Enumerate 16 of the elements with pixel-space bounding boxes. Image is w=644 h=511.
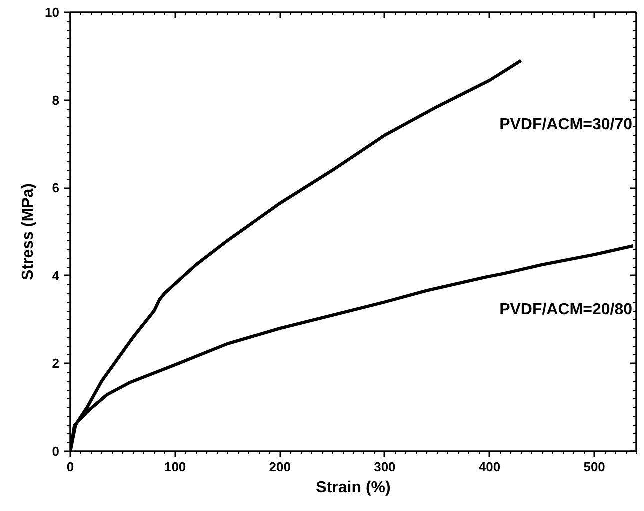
x-tick-label: 300 (374, 460, 396, 474)
y-axis-title: Stress (MPa) (20, 184, 38, 280)
legend-label: PVDF/ACM=20/80 (500, 302, 633, 319)
y-tick-label: 0 (52, 444, 60, 459)
x-tick-label: 400 (478, 460, 501, 474)
x-tick-label: 0 (66, 460, 74, 474)
x-tick-label: 500 (584, 460, 606, 474)
legend-label: PVDF/ACM=30/70 (500, 116, 633, 134)
x-tick-label: 100 (164, 460, 186, 474)
y-tick-label: 8 (52, 92, 60, 108)
y-tick-label: 2 (52, 356, 60, 372)
y-tick-label: 6 (52, 180, 60, 196)
x-axis-title: Strain (%) (316, 480, 391, 496)
y-tick-label: 10 (45, 5, 60, 20)
x-tick-label: 200 (269, 460, 291, 474)
y-tick-label: 4 (52, 268, 60, 284)
